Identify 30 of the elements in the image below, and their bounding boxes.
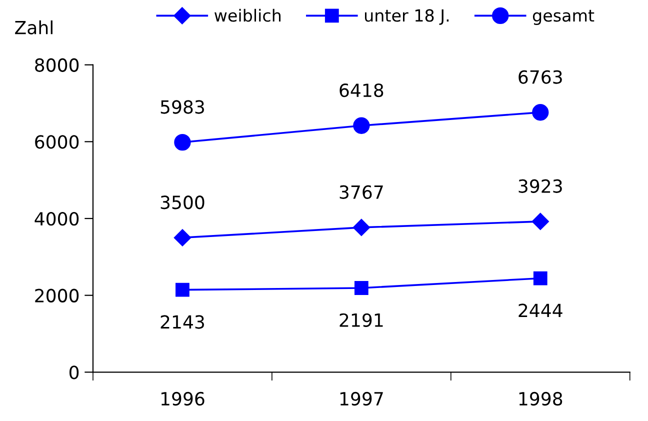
data-label: 6763 <box>518 70 562 84</box>
x-tick-label: 1996 <box>161 392 204 406</box>
x-tick-label: 1998 <box>519 392 562 406</box>
data-label: 2191 <box>340 313 383 327</box>
data-label: 2444 <box>518 304 562 317</box>
point <box>352 218 370 236</box>
y-tick-label: 6000 <box>35 135 79 149</box>
legend-label: weiblich <box>214 8 280 22</box>
data-label: 3923 <box>518 179 562 193</box>
y-tick-label: 8000 <box>35 58 79 72</box>
y-tick-label: 2000 <box>35 288 79 302</box>
point <box>174 134 191 151</box>
point <box>176 282 190 297</box>
point <box>532 104 549 121</box>
point <box>354 281 368 295</box>
y-tick-label: 0 <box>69 366 79 380</box>
point <box>174 229 192 246</box>
y-axis-title: Zahl <box>15 20 52 34</box>
point <box>532 212 549 230</box>
data-label: 5983 <box>160 100 204 114</box>
legend-label: unter 18 J. <box>364 9 449 25</box>
data-label: 3500 <box>160 196 204 210</box>
data-label: 6418 <box>340 83 384 98</box>
data-label: 3767 <box>340 185 383 199</box>
x-tick-label: 1997 <box>340 392 383 406</box>
data-label: 2143 <box>160 315 204 329</box>
point <box>533 271 548 286</box>
legend-label: gesamt <box>532 10 594 25</box>
y-tick-label: 4000 <box>34 212 79 226</box>
point <box>353 117 370 134</box>
